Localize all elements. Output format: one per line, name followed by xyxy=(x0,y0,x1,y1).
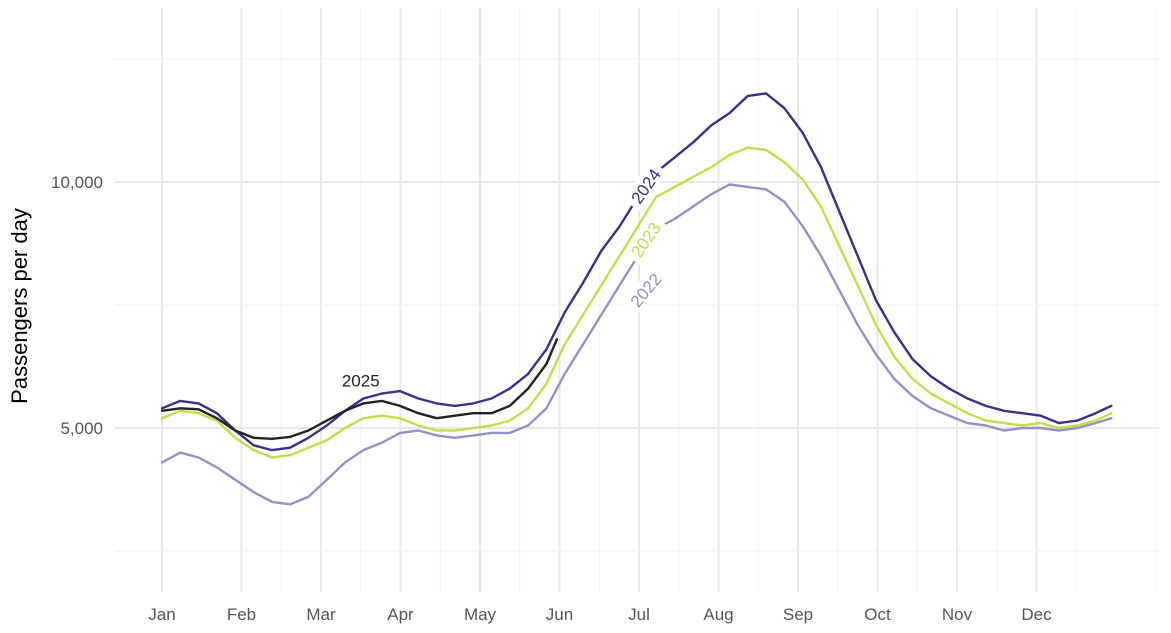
y-axis-ticks: 5,000 10,000 xyxy=(51,173,103,438)
y-tick-label: 5,000 xyxy=(60,419,103,438)
x-tick-label: Mar xyxy=(306,605,336,624)
x-tick-label: Apr xyxy=(387,605,414,624)
y-axis-title: Passengers per day xyxy=(7,208,32,404)
x-tick-label: Jul xyxy=(628,605,650,624)
series-label-background xyxy=(623,213,667,265)
series-line-2023 xyxy=(160,146,1113,459)
series-line-2022 xyxy=(160,183,1113,506)
series-label-2025: 2025 xyxy=(342,371,380,390)
x-tick-label: Jan xyxy=(148,605,175,624)
y-tick-label: 10,000 xyxy=(51,173,103,192)
series-line-2024 xyxy=(160,92,1113,452)
grid-lines xyxy=(115,8,1160,592)
x-tick-label: Oct xyxy=(864,605,891,624)
x-tick-label: May xyxy=(464,605,497,624)
series-label-background xyxy=(621,264,669,315)
series-label-background xyxy=(336,369,385,390)
series-label-background xyxy=(623,160,667,212)
x-tick-label: Sep xyxy=(783,605,813,624)
x-tick-label: Feb xyxy=(227,605,256,624)
x-tick-label: Aug xyxy=(703,605,733,624)
x-tick-label: Jun xyxy=(546,605,573,624)
x-tick-label: Dec xyxy=(1021,605,1052,624)
x-tick-label: Nov xyxy=(942,605,973,624)
series-line-2025 xyxy=(160,338,559,440)
x-axis-ticks: Jan Feb Mar Apr May Jun Jul Aug Sep Oct Nov Dec xyxy=(148,605,1052,624)
